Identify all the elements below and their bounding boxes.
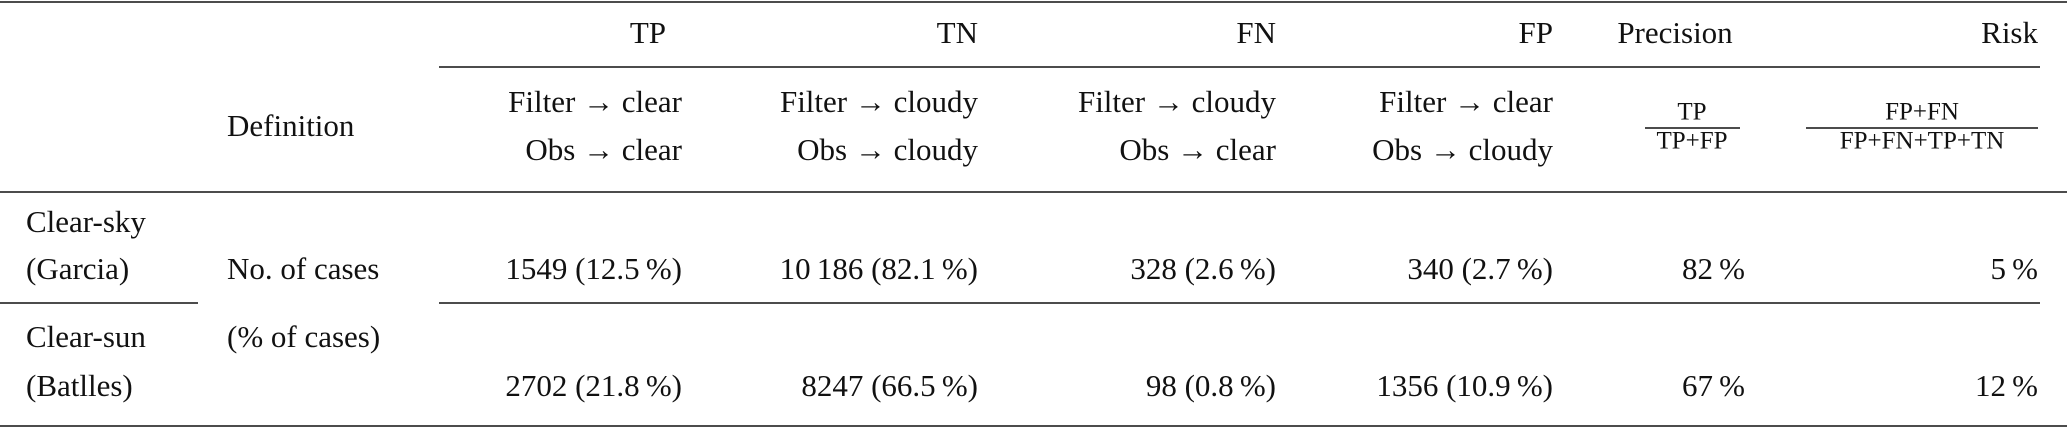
column-header: Precision <box>1617 15 1733 50</box>
cell: 98 (0.8 %) <box>1146 368 1276 403</box>
row-label: No. of cases <box>227 251 379 286</box>
cell: 67 % <box>1682 368 1745 403</box>
definition: Filter → cloudy <box>780 84 979 119</box>
cell: 1356 (10.9 %) <box>1376 368 1553 403</box>
method: (Garcia) <box>26 251 129 286</box>
method: Clear-sun <box>26 319 146 354</box>
column-header: TP <box>630 15 666 50</box>
definition: Obs → cloudy <box>1372 132 1553 167</box>
method: (Batlles) <box>26 368 133 403</box>
column-header: FN <box>1236 15 1276 50</box>
definition: Filter → cloudy <box>1078 84 1277 119</box>
definition: Filter → clear <box>508 84 683 119</box>
cell: 82 % <box>1682 251 1745 286</box>
formula-denominator: TP+FP <box>1656 128 1727 155</box>
cell: 8247 (66.5 %) <box>801 368 978 403</box>
formula-denominator: FP+FN+TP+TN <box>1840 128 2005 155</box>
column-header: FP <box>1519 15 1553 50</box>
cell: 1549 (12.5 %) <box>505 251 682 286</box>
formula-numerator: TP <box>1677 99 1706 126</box>
definition: Obs → cloudy <box>797 132 978 167</box>
cell: 5 % <box>1990 251 2038 286</box>
formula-numerator: FP+FN <box>1885 99 1959 126</box>
definition: Obs → clear <box>1119 132 1276 167</box>
cell: 340 (2.7 %) <box>1407 251 1553 286</box>
definition: Filter → clear <box>1379 84 1554 119</box>
definition: Obs → clear <box>525 132 682 167</box>
method: Clear-sky <box>26 204 146 239</box>
column-header: TN <box>937 15 978 50</box>
cell: 328 (2.6 %) <box>1130 251 1276 286</box>
row-label: (% of cases) <box>227 319 380 354</box>
cell: 12 % <box>1975 368 2038 403</box>
cell: 10 186 (82.1 %) <box>780 251 978 286</box>
definition-label: Definition <box>227 108 355 143</box>
column-header: Risk <box>1981 15 2038 50</box>
cell: 2702 (21.8 %) <box>505 368 682 403</box>
